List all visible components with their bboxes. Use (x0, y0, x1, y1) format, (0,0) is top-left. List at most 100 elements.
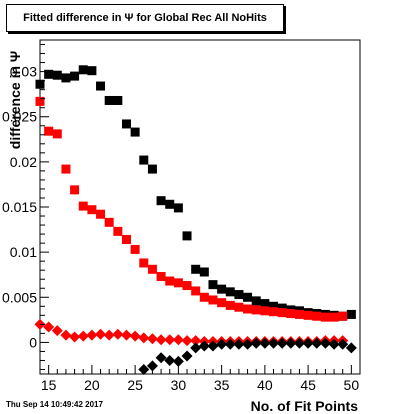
data-point-series-1 (243, 292, 253, 302)
data-point-series-2 (44, 126, 54, 136)
data-point-series-4 (285, 337, 297, 349)
data-point-series-4 (233, 338, 245, 350)
data-point-series-4 (319, 337, 331, 349)
y-tick-label: 0 (29, 334, 37, 350)
data-point-series-1 (346, 309, 356, 319)
data-point-series-3 (138, 332, 150, 344)
data-point-series-2 (277, 308, 287, 318)
data-point-series-1 (44, 69, 54, 79)
data-point-series-2 (173, 278, 183, 288)
data-point-series-4 (146, 360, 158, 372)
data-point-series-2 (260, 306, 270, 316)
data-point-series-1 (130, 127, 140, 137)
data-point-series-1 (225, 287, 235, 297)
data-point-series-4 (224, 338, 236, 350)
data-point-series-4 (190, 342, 202, 354)
data-point-series-2 (113, 226, 123, 236)
data-point-series-2 (130, 244, 140, 254)
x-tick-label: 25 (127, 377, 143, 393)
data-point-series-2 (61, 164, 71, 174)
y-tick-label: 0.005 (2, 289, 37, 305)
data-point-series-2 (139, 258, 149, 268)
x-tick-label: 45 (300, 377, 316, 393)
data-point-series-2 (78, 201, 88, 211)
data-point-series-1 (70, 71, 80, 81)
data-point-series-1 (87, 66, 97, 76)
data-point-series-3 (51, 325, 63, 337)
data-point-series-4 (207, 340, 219, 352)
data-point-series-2 (35, 96, 45, 106)
data-point-series-2 (269, 307, 279, 317)
data-point-series-1 (35, 79, 45, 89)
data-point-series-2 (329, 312, 339, 322)
data-point-series-4 (276, 337, 288, 349)
data-point-series-2 (338, 311, 348, 321)
x-tick-label: 20 (84, 377, 100, 393)
data-point-series-3 (164, 334, 176, 346)
data-point-series-4 (250, 337, 262, 349)
data-point-series-2 (251, 305, 261, 315)
data-point-series-3 (43, 321, 55, 333)
data-point-series-2 (217, 298, 227, 308)
data-point-series-3 (77, 330, 89, 342)
data-point-series-4 (337, 338, 349, 350)
chart-title: Fitted difference in Ψ for Global Rec Al… (6, 4, 284, 32)
data-point-series-2 (320, 312, 330, 322)
data-point-series-3 (86, 329, 98, 341)
data-point-series-2 (191, 286, 201, 296)
data-point-series-3 (190, 335, 202, 347)
data-point-series-4 (181, 350, 193, 362)
data-point-series-1 (260, 299, 270, 309)
data-point-series-4 (302, 337, 314, 349)
data-point-series-2 (208, 295, 218, 305)
data-point-series-3 (103, 329, 115, 341)
data-point-series-4 (259, 337, 271, 349)
data-point-series-1 (208, 280, 218, 290)
data-point-series-4 (328, 338, 340, 350)
data-point-series-2 (104, 217, 114, 227)
y-tick-label: 0.02 (10, 154, 37, 170)
data-point-series-2 (52, 129, 62, 139)
data-point-series-1 (173, 203, 183, 213)
data-point-series-1 (217, 284, 227, 294)
data-point-series-2 (243, 304, 253, 314)
x-tick-label: 50 (344, 377, 360, 393)
data-point-series-1 (269, 301, 279, 311)
data-point-series-1 (199, 267, 209, 277)
data-point-series-2 (294, 309, 304, 319)
data-point-series-3 (95, 328, 107, 340)
data-point-series-2 (121, 234, 131, 244)
data-point-series-1 (139, 155, 149, 165)
y-tick-label: 0.015 (2, 199, 37, 215)
data-point-series-4 (155, 352, 167, 364)
data-point-series-1 (147, 164, 157, 174)
data-point-series-3 (60, 329, 72, 341)
data-point-series-1 (78, 65, 88, 75)
x-tick-label: 35 (214, 377, 230, 393)
data-point-series-2 (156, 272, 166, 282)
data-point-series-3 (146, 333, 158, 345)
data-point-series-4 (293, 337, 305, 349)
x-tick-label: 40 (257, 377, 273, 393)
y-tick-label: 0.01 (10, 244, 37, 260)
data-point-series-3 (129, 330, 141, 342)
data-point-series-1 (234, 290, 244, 300)
data-point-series-1 (191, 264, 201, 274)
data-point-series-4 (242, 338, 254, 350)
data-point-series-4 (216, 338, 228, 350)
data-point-series-3 (112, 328, 124, 340)
x-axis-label: No. of Fit Points (251, 398, 359, 414)
data-point-series-1 (96, 81, 106, 91)
y-tick-label: 0.025 (2, 109, 37, 125)
data-point-series-2 (286, 309, 296, 319)
data-point-series-2 (312, 311, 322, 321)
data-point-series-4 (172, 355, 184, 367)
data-point-series-1 (61, 73, 71, 83)
data-point-series-1 (52, 70, 62, 80)
data-point-series-2 (70, 185, 80, 195)
data-point-series-3 (172, 334, 184, 346)
data-point-series-2 (225, 300, 235, 310)
x-tick-label: 15 (41, 377, 57, 393)
y-axis-label: difference in Ψ (7, 51, 23, 149)
